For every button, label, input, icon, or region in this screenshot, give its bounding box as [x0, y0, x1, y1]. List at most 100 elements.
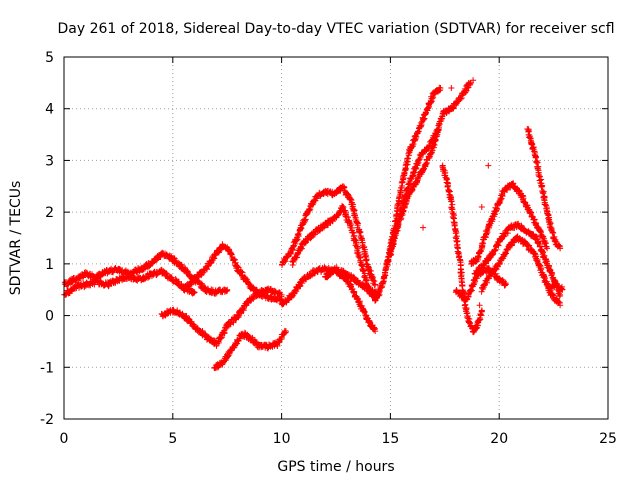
- data-point: [458, 278, 465, 285]
- data-point: [234, 312, 241, 319]
- data-point: [353, 219, 360, 226]
- data-point: [220, 328, 227, 335]
- data-point: [190, 290, 197, 297]
- chart-title: Day 261 of 2018, Sidereal Day-to-day VTE…: [57, 21, 614, 37]
- data-point: [224, 286, 231, 293]
- data-point: [348, 221, 355, 228]
- data-point: [320, 224, 327, 231]
- data-point: [383, 261, 390, 268]
- data-point: [282, 328, 289, 335]
- data-point: [410, 140, 417, 147]
- data-point-outlier: [420, 224, 427, 231]
- data-point: [463, 310, 470, 317]
- data-point: [417, 122, 424, 129]
- data-point: [191, 289, 198, 296]
- data-point: [385, 256, 392, 263]
- data-point: [504, 246, 511, 253]
- data-point: [409, 186, 416, 193]
- data-point: [394, 201, 401, 208]
- y-tick-label: -1: [40, 360, 54, 376]
- data-point: [399, 179, 406, 186]
- y-tick-label: 3: [45, 153, 54, 169]
- data-point: [443, 179, 450, 186]
- data-point: [415, 128, 422, 135]
- data-point: [362, 253, 369, 260]
- data-point: [466, 80, 473, 87]
- data-point: [428, 95, 435, 102]
- data-point: [358, 262, 365, 269]
- y-tick-label: 5: [45, 50, 54, 66]
- data-point: [483, 228, 490, 235]
- data-point: [542, 240, 549, 247]
- y-tick-label: -2: [40, 412, 54, 428]
- y-tick-label: 0: [45, 309, 54, 325]
- data-point: [404, 155, 411, 162]
- data-point: [409, 173, 416, 180]
- data-point: [347, 196, 354, 203]
- data-point: [504, 186, 511, 193]
- data-point: [451, 222, 458, 229]
- x-tick-label: 25: [599, 431, 617, 447]
- data-point: [528, 213, 535, 220]
- data-point: [453, 99, 460, 106]
- y-tick-label: 2: [45, 205, 54, 221]
- data-point-outlier: [448, 85, 455, 92]
- data-point: [195, 273, 202, 280]
- data-point: [382, 267, 389, 274]
- data-point: [230, 256, 237, 263]
- data-point: [159, 249, 166, 256]
- data-point: [311, 198, 318, 205]
- data-point: [452, 234, 459, 241]
- data-point: [557, 291, 564, 298]
- data-point: [349, 285, 356, 292]
- grid: [64, 57, 608, 419]
- data-point: [278, 291, 285, 298]
- data-point: [467, 319, 474, 326]
- plot-border: [63, 56, 609, 420]
- data-point: [454, 244, 461, 251]
- data-point: [440, 166, 447, 173]
- data-point: [502, 250, 509, 257]
- data-point-outlier: [476, 302, 483, 309]
- data-point: [417, 154, 424, 161]
- data-point: [548, 271, 555, 278]
- data-point: [414, 129, 421, 136]
- data-point: [228, 251, 235, 258]
- data-point: [193, 324, 200, 331]
- data-point: [454, 98, 461, 105]
- data-point: [253, 340, 260, 347]
- data-point: [293, 254, 300, 261]
- data-point: [541, 252, 548, 259]
- data-point: [168, 274, 175, 281]
- data-point: [432, 136, 439, 143]
- data-point-outlier: [478, 203, 485, 210]
- y-axis-label: SDTVAR / TECUs: [8, 181, 24, 296]
- data-point: [339, 202, 346, 209]
- x-axis-label: GPS time / hours: [277, 459, 394, 475]
- x-tick-label: 10: [273, 431, 291, 447]
- data-point: [68, 278, 75, 285]
- data-point: [295, 231, 302, 238]
- x-tick-label: 0: [60, 431, 69, 447]
- data-point: [301, 217, 308, 224]
- data-point: [372, 328, 379, 335]
- data-point: [478, 307, 485, 314]
- data-point: [329, 218, 336, 225]
- data-points: [61, 77, 566, 372]
- data-point: [437, 85, 444, 92]
- x-tick-label: 15: [381, 431, 399, 447]
- data-point: [361, 308, 368, 315]
- data-point: [448, 198, 455, 205]
- data-point: [347, 283, 354, 290]
- y-tick-label: 4: [45, 102, 54, 118]
- data-point: [400, 207, 407, 214]
- data-point: [360, 267, 367, 274]
- data-point: [356, 229, 363, 236]
- data-point: [175, 279, 182, 286]
- data-point-outlier: [485, 162, 492, 169]
- data-point: [372, 281, 379, 288]
- data-point: [215, 338, 222, 345]
- data-point: [354, 222, 361, 229]
- data-point: [544, 245, 551, 252]
